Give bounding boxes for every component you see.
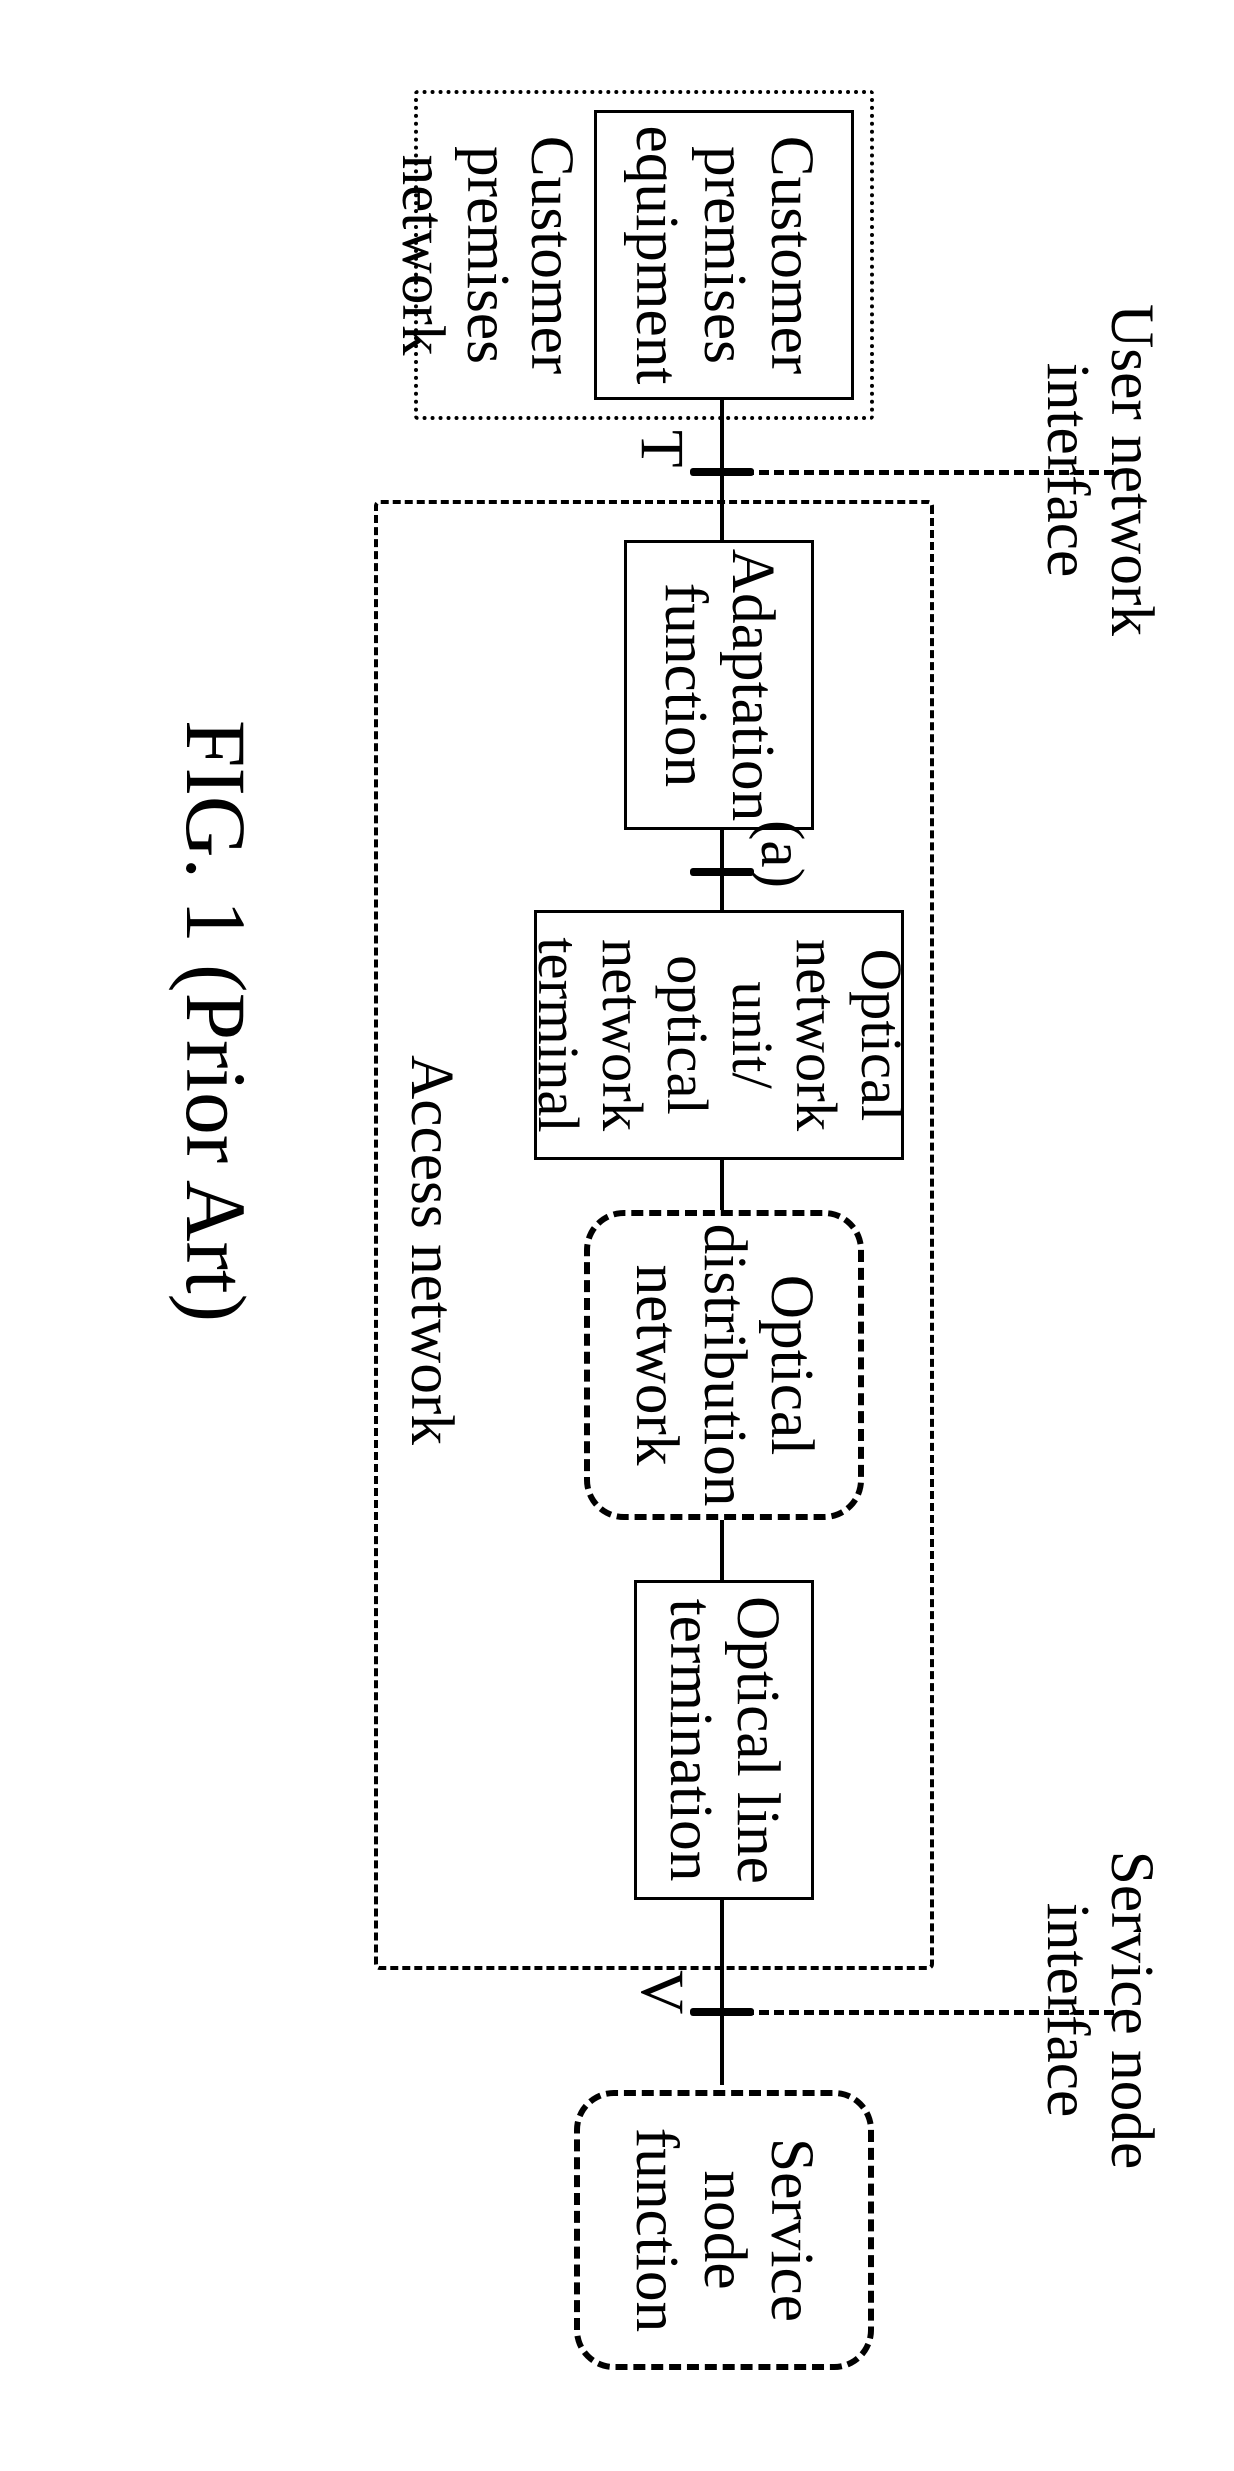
ref-a-bar bbox=[690, 868, 754, 876]
access-network-label: Access network bbox=[400, 1000, 464, 1500]
snf-box: Service node function bbox=[574, 2090, 874, 2370]
diagram-canvas: User network interface Service node inte… bbox=[0, 0, 1234, 2471]
service-node-interface-label: Service node interface bbox=[1035, 1840, 1164, 2180]
customer-premises-network-label: Customer premises network bbox=[391, 120, 584, 390]
onu-box: Optical network unit/ optical network te… bbox=[534, 910, 904, 1160]
ref-a-label: (a) bbox=[750, 820, 814, 888]
odn-box: Optical distribution network bbox=[584, 1210, 864, 1520]
user-network-interface-label: User network interface bbox=[1035, 300, 1164, 640]
rotated-container: User network interface Service node inte… bbox=[0, 0, 1234, 2471]
olt-box: Optical line termination bbox=[634, 1580, 814, 1900]
ref-T-bar bbox=[690, 468, 754, 476]
ref-V-label: V bbox=[630, 1970, 694, 2014]
figure-caption: FIG. 1 (Prior Art) bbox=[166, 720, 264, 1322]
cpe-box: Customer premises equipment bbox=[594, 110, 854, 400]
ref-T-label: T bbox=[630, 430, 694, 467]
adaptation-box: Adaptation function bbox=[624, 540, 814, 830]
ref-V-bar bbox=[690, 2008, 754, 2016]
